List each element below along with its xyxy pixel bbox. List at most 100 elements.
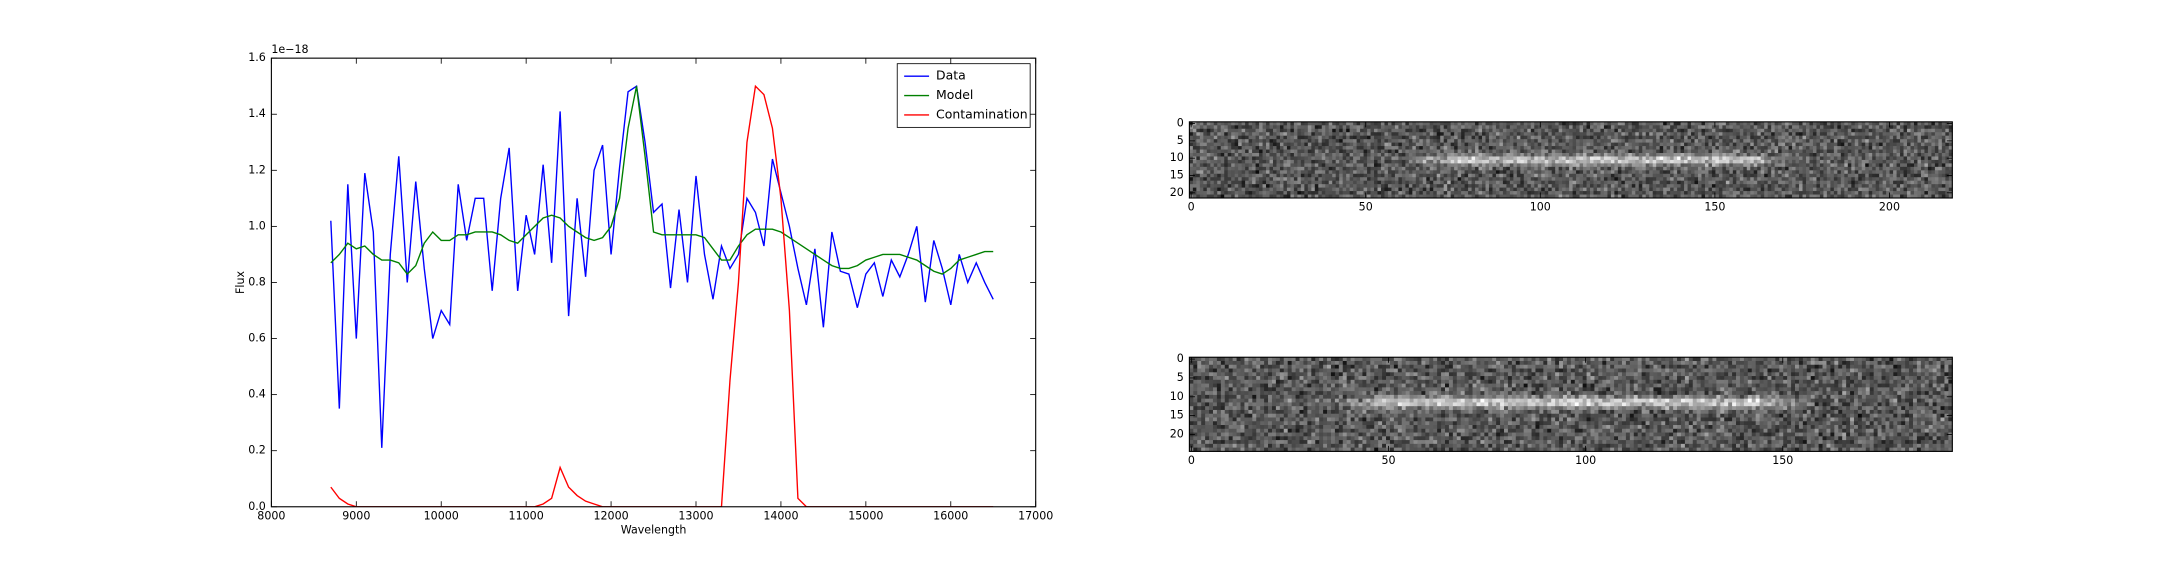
pixel bbox=[1847, 146, 1852, 150]
pixel bbox=[1694, 125, 1699, 130]
pixel bbox=[1684, 125, 1688, 130]
pixel bbox=[1750, 135, 1755, 140]
pixel bbox=[1370, 153, 1375, 157]
pixel bbox=[1527, 166, 1532, 171]
pixel bbox=[1231, 166, 1236, 171]
pixel bbox=[1199, 121, 1204, 126]
pixel bbox=[1241, 156, 1246, 161]
pixel bbox=[1603, 156, 1608, 161]
pixel bbox=[1684, 177, 1688, 182]
pixel bbox=[1729, 132, 1734, 137]
pixel bbox=[1736, 149, 1741, 154]
pixel bbox=[1624, 156, 1629, 161]
pixel bbox=[1743, 177, 1748, 182]
pixel bbox=[1941, 146, 1946, 150]
pixel bbox=[1802, 166, 1807, 171]
pixel bbox=[1774, 170, 1779, 175]
pixel bbox=[1771, 156, 1776, 161]
pixel bbox=[1293, 121, 1298, 126]
pixel bbox=[1628, 139, 1633, 144]
pixel bbox=[1227, 184, 1232, 189]
pixel bbox=[1189, 166, 1194, 171]
pixel bbox=[1617, 173, 1622, 178]
pixel bbox=[1537, 177, 1542, 182]
pixel bbox=[1555, 135, 1560, 140]
pixel bbox=[1485, 121, 1490, 126]
pixel bbox=[1227, 153, 1232, 157]
pixel bbox=[1844, 159, 1849, 164]
pixel bbox=[1837, 191, 1842, 195]
pixel bbox=[1757, 163, 1762, 168]
pixel bbox=[1673, 177, 1678, 182]
pixel bbox=[1572, 139, 1577, 144]
pixel bbox=[1569, 142, 1574, 147]
pixel bbox=[1628, 153, 1633, 157]
pixel bbox=[1886, 125, 1891, 130]
pixel bbox=[1367, 194, 1371, 199]
pixel bbox=[1551, 128, 1556, 133]
pixel bbox=[1802, 128, 1807, 133]
pixel bbox=[1900, 139, 1904, 144]
pixel bbox=[1865, 135, 1870, 140]
pixel bbox=[1220, 180, 1225, 185]
pixel bbox=[1565, 128, 1570, 133]
pixel bbox=[1593, 125, 1598, 130]
pixel bbox=[1840, 194, 1845, 199]
pixel bbox=[1248, 191, 1253, 195]
pixel bbox=[1206, 132, 1211, 137]
pixel bbox=[1544, 163, 1549, 168]
pixel bbox=[1342, 142, 1347, 147]
pixel bbox=[1673, 125, 1678, 130]
pixel bbox=[1471, 125, 1476, 130]
pixel bbox=[1771, 173, 1776, 178]
pixel bbox=[1764, 180, 1769, 185]
pixel bbox=[1701, 128, 1706, 133]
pixel bbox=[1231, 191, 1236, 195]
pixel bbox=[1927, 187, 1932, 192]
pixel bbox=[1220, 149, 1225, 154]
pixel bbox=[1544, 156, 1549, 161]
pixel bbox=[1694, 180, 1699, 185]
pixel bbox=[1795, 139, 1800, 144]
pixel bbox=[1339, 125, 1344, 130]
pixel bbox=[1426, 156, 1431, 161]
pixel bbox=[1764, 184, 1769, 189]
pixel bbox=[1799, 146, 1803, 150]
pixel bbox=[1711, 156, 1716, 161]
pixel bbox=[1948, 163, 1953, 168]
pixel bbox=[1917, 170, 1922, 175]
pixel bbox=[1224, 153, 1229, 157]
pixel bbox=[1245, 173, 1250, 178]
pixel bbox=[1569, 132, 1574, 137]
pixel bbox=[1238, 173, 1243, 178]
pixel bbox=[1847, 121, 1852, 126]
pixel bbox=[1523, 184, 1528, 189]
pixel bbox=[1506, 125, 1511, 130]
pixel bbox=[1913, 187, 1918, 192]
pixel bbox=[1342, 191, 1347, 195]
pixel bbox=[1802, 139, 1807, 144]
pixel bbox=[1551, 177, 1556, 182]
pixel bbox=[1886, 121, 1891, 126]
pixel bbox=[1530, 180, 1535, 185]
pixel bbox=[1377, 153, 1382, 157]
pixel bbox=[1213, 121, 1218, 126]
pixel bbox=[1475, 153, 1479, 157]
pixel bbox=[1652, 153, 1657, 157]
pixel bbox=[1398, 180, 1403, 185]
pixel bbox=[1380, 184, 1385, 189]
pixel bbox=[1687, 173, 1692, 178]
pixel bbox=[1339, 184, 1344, 189]
pixel bbox=[1468, 177, 1472, 182]
pixel bbox=[1865, 139, 1870, 144]
pixel bbox=[1593, 121, 1598, 126]
pixel bbox=[1704, 156, 1709, 161]
pixel bbox=[1805, 128, 1810, 133]
pixel bbox=[1495, 135, 1500, 140]
pixel bbox=[1356, 121, 1361, 126]
pixel bbox=[1502, 156, 1507, 161]
pixel bbox=[1701, 173, 1706, 178]
pixel bbox=[1384, 170, 1389, 175]
pixel bbox=[1628, 125, 1633, 130]
pixel bbox=[1718, 173, 1723, 178]
